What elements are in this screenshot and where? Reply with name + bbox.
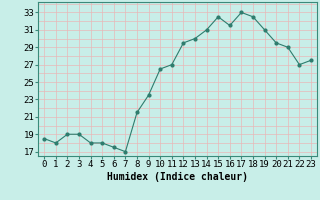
X-axis label: Humidex (Indice chaleur): Humidex (Indice chaleur)	[107, 172, 248, 182]
